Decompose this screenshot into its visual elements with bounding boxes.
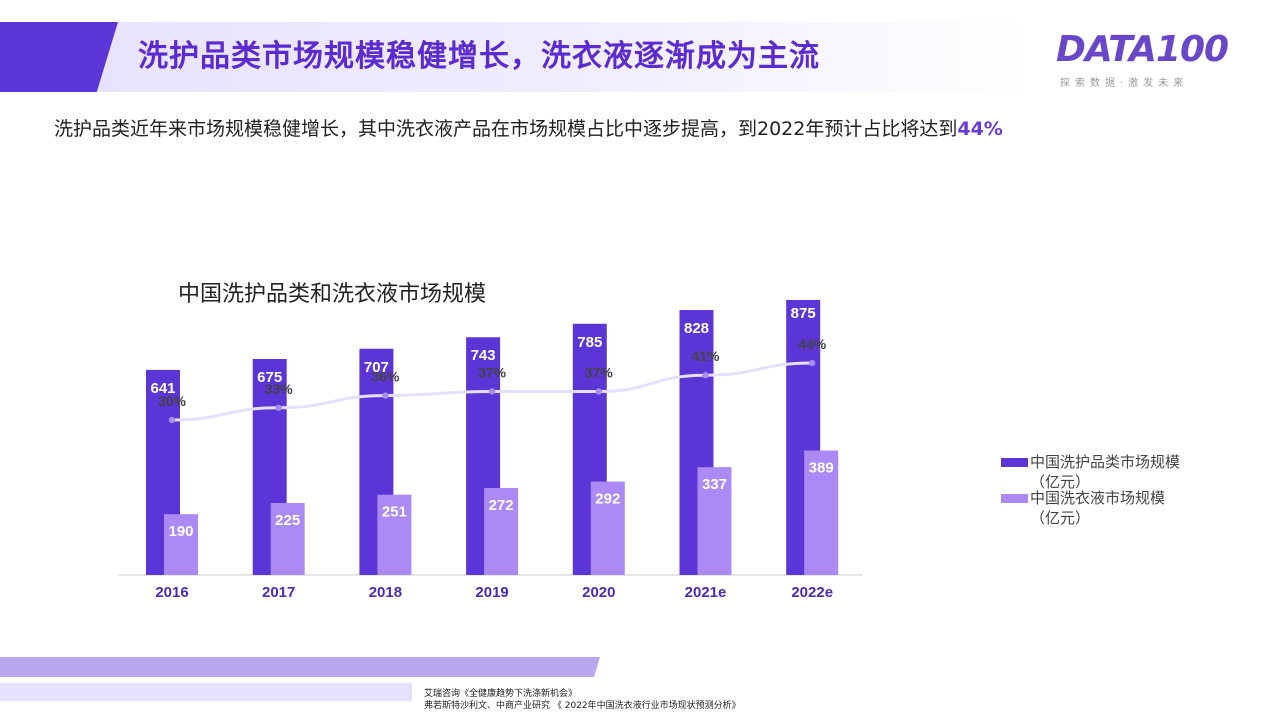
footer-light-bar — [0, 683, 412, 701]
bar-total-label-2018: 707 — [364, 359, 389, 376]
bar-total-label-2021e: 828 — [684, 320, 709, 337]
bar-total-label-2017: 675 — [257, 369, 282, 386]
logo-wordmark: DATA100 — [1056, 29, 1229, 70]
share-point-2016 — [168, 416, 176, 424]
bar-total-label-2020: 785 — [577, 334, 602, 351]
bar-liquid-label-2017: 225 — [275, 512, 300, 529]
bar-liquid-label-2020: 292 — [595, 491, 620, 508]
logo-tagline: 探索数据·激发未来 — [1060, 78, 1189, 89]
share-label-2016: 30% — [158, 393, 187, 409]
share-label-2020: 37% — [585, 365, 614, 381]
share-point-2021e — [702, 372, 709, 379]
legend-label-total: 中国洗护品类市场规模 （亿元） — [1030, 453, 1181, 491]
share-label-2022e: 44% — [798, 336, 827, 352]
slide-subtitle: 洗护品类近年来市场规模稳健增长，其中洗衣液产品在市场规模占比中逐步提高，到202… — [54, 114, 1003, 144]
x-tick-label-2017: 2017 — [262, 584, 295, 601]
bar-liquid-2022e — [804, 450, 839, 575]
legend-label-liquid: 中国洗衣液市场规模 （亿元） — [1030, 489, 1166, 527]
x-tick-label-2022e: 2022e — [791, 584, 833, 601]
x-tick-label-2016: 2016 — [155, 584, 188, 601]
subtitle-text: 洗护品类近年来市场规模稳健增长，其中洗衣液产品在市场规模占比中逐步提高，到202… — [54, 118, 958, 140]
bar-liquid-2016 — [164, 514, 198, 575]
bar-liquid-label-2018: 251 — [382, 504, 407, 521]
source-line-1: 艾瑞咨询《全健康趋势下洗涤新机会》 — [424, 689, 578, 699]
legend-item-liquid: 中国洗衣液市场规模 （亿元） — [1000, 488, 1200, 527]
share-point-2020 — [595, 388, 602, 395]
subtitle-highlight: 44% — [957, 118, 1003, 140]
chart-title: 中国洗护品类和洗衣液市场规模 — [178, 282, 487, 307]
title-bar — [0, 22, 1030, 92]
share-label-2021e: 41% — [691, 348, 720, 364]
share-point-2022e — [809, 359, 816, 367]
bar-liquid-2020 — [590, 481, 625, 575]
bar-total-label-2016: 641 — [150, 380, 175, 397]
title-accent-stripe — [0, 22, 118, 92]
source-line-2: 弗若斯特沙利文、中商产业研究 《 2022年中国洗衣液行业市场现状预测分析》 — [424, 701, 741, 711]
x-tick-label-2018: 2018 — [369, 584, 402, 601]
legend-swatch-total — [1001, 458, 1028, 467]
legend-item-total: 中国洗护品类市场规模 （亿元） — [1000, 452, 1200, 491]
share-point-2017 — [275, 404, 282, 411]
bar-liquid-label-2022e: 389 — [809, 460, 834, 477]
share-point-2019 — [488, 388, 496, 395]
market-size-chart: 641 190 2016 675 225 2017 707 251 2018 743 272 2019… — [118, 300, 863, 601]
source-notes: 艾瑞咨询《全健康趋势下洗涤新机会》 弗若斯特沙利文、中商产业研究 《 2022年… — [424, 688, 741, 712]
bar-liquid-label-2019: 272 — [489, 497, 514, 514]
share-label-2018: 36% — [371, 369, 400, 385]
bar-liquid-2017 — [270, 503, 305, 575]
bar-liquid-label-2016: 190 — [168, 523, 193, 540]
x-tick-label-2019: 2019 — [475, 584, 508, 601]
chart-legend: 中国洗护品类市场规模 （亿元） 中国洗衣液市场规模 （亿元） — [1000, 452, 1200, 527]
bar-total-label-2019: 743 — [471, 347, 496, 364]
bar-total-label-2022e: 875 — [791, 305, 816, 322]
bar-liquid-2019 — [484, 487, 519, 575]
x-tick-label-2020: 2020 — [582, 584, 615, 601]
bar-liquid-2018 — [377, 494, 412, 575]
x-tick-label-2021e: 2021e — [685, 584, 727, 601]
share-label-2019: 37% — [478, 365, 507, 381]
bar-liquid-2021e — [697, 467, 732, 575]
slide-title: 洗护品类市场规模稳健增长，洗衣液逐渐成为主流 — [138, 39, 820, 74]
footer-accent-bar — [0, 657, 600, 677]
share-point-2018 — [382, 392, 389, 399]
brand-logo: DATA100 探索数据·激发未来 — [1056, 30, 1246, 90]
bar-liquid-label-2021e: 337 — [702, 476, 727, 493]
share-label-2017: 33% — [265, 381, 294, 397]
legend-swatch-liquid — [1001, 494, 1028, 503]
